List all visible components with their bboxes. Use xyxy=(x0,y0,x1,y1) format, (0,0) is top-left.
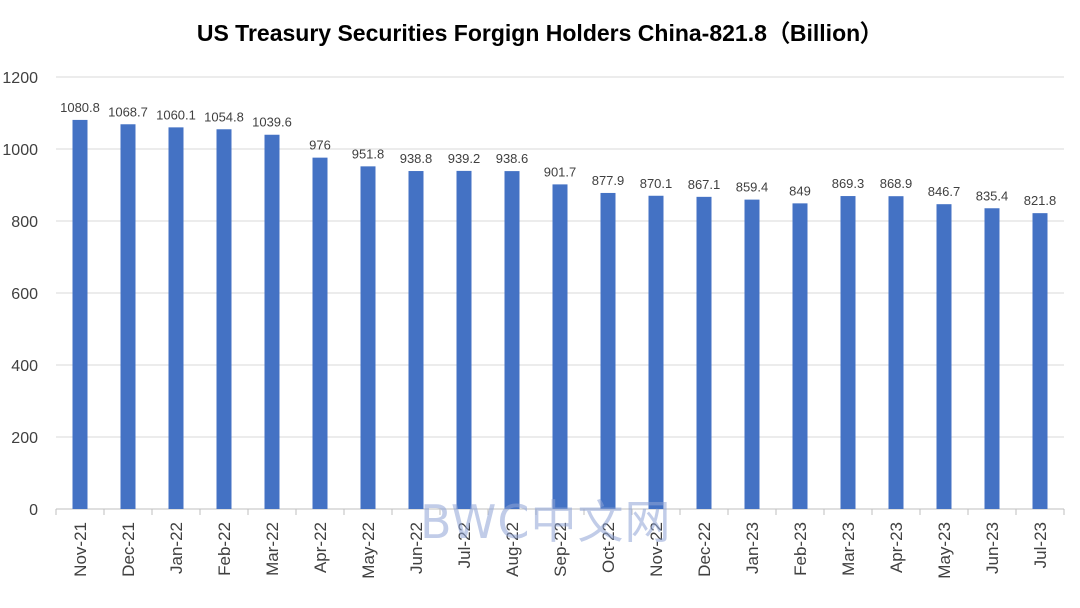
x-tick-label: Nov-21 xyxy=(71,522,90,577)
y-tick-label: 200 xyxy=(11,430,38,447)
x-tick-label: Jul-22 xyxy=(455,522,474,568)
x-tick-label: Apr-23 xyxy=(887,522,906,573)
data-label: 938.6 xyxy=(496,151,529,166)
data-label: 859.4 xyxy=(736,180,769,195)
bar xyxy=(72,119,88,510)
x-tick-label: Jan-22 xyxy=(167,522,186,574)
bar xyxy=(264,134,280,509)
x-tick-label: Feb-22 xyxy=(215,522,234,576)
y-tick-label: 1200 xyxy=(2,70,38,87)
bar xyxy=(648,195,664,509)
bar xyxy=(312,157,328,509)
x-tick-label: Feb-23 xyxy=(791,522,810,576)
data-label: 868.9 xyxy=(880,176,913,191)
bar xyxy=(1032,213,1048,510)
data-label: 821.8 xyxy=(1024,193,1057,208)
bar xyxy=(552,184,568,509)
x-tick-label: Jun-22 xyxy=(407,522,426,574)
x-tick-label: Jan-23 xyxy=(743,522,762,574)
data-label: 877.9 xyxy=(592,173,625,188)
bar xyxy=(936,204,952,510)
data-label: 951.8 xyxy=(352,146,385,161)
data-label: 1060.1 xyxy=(156,107,196,122)
bar xyxy=(696,196,712,509)
x-tick-label: Dec-21 xyxy=(119,522,138,577)
data-label: 835.4 xyxy=(976,188,1009,203)
x-tick-label: Jul-23 xyxy=(1031,522,1050,568)
y-tick-label: 1000 xyxy=(2,142,38,159)
data-label: 867.1 xyxy=(688,177,721,192)
data-label: 1054.8 xyxy=(204,109,244,124)
watermark: BWC中文网 xyxy=(420,495,672,549)
x-tick-label: Jun-23 xyxy=(983,522,1002,574)
data-label: 1068.7 xyxy=(108,104,148,119)
bar xyxy=(360,166,376,510)
x-tick-label: Dec-22 xyxy=(695,522,714,577)
data-label: 869.3 xyxy=(832,176,865,191)
x-tick-label: Sep-22 xyxy=(551,522,570,577)
y-tick-label: 600 xyxy=(11,286,38,303)
x-tick-label: Oct-22 xyxy=(599,522,618,573)
bar xyxy=(456,170,472,509)
bar xyxy=(168,127,184,509)
bar xyxy=(744,199,760,509)
bar xyxy=(408,171,424,510)
y-tick-label: 800 xyxy=(11,214,38,231)
data-label: 1080.8 xyxy=(60,100,100,115)
bar xyxy=(504,171,520,509)
chart-title: US Treasury Securities Forgign Holders C… xyxy=(196,20,884,46)
bar xyxy=(600,192,616,509)
x-tick-label: May-23 xyxy=(935,522,954,579)
data-label: 846.7 xyxy=(928,184,961,199)
data-label: 849 xyxy=(789,183,811,198)
x-tick-label: Apr-22 xyxy=(311,522,330,573)
data-label: 976 xyxy=(309,138,331,153)
data-label: 938.8 xyxy=(400,151,433,166)
data-label: 1039.6 xyxy=(252,115,292,130)
x-tick-label: Aug-22 xyxy=(503,522,522,577)
data-label: 870.1 xyxy=(640,176,673,191)
y-tick-label: 0 xyxy=(29,502,38,519)
bar xyxy=(120,124,136,509)
bar xyxy=(792,203,808,510)
bar xyxy=(216,129,232,509)
x-tick-label: May-22 xyxy=(359,522,378,579)
x-tick-label: Mar-23 xyxy=(839,522,858,576)
bar xyxy=(840,196,856,509)
data-label: 939.2 xyxy=(448,151,481,166)
y-tick-label: 400 xyxy=(11,358,38,375)
bar xyxy=(984,208,1000,510)
x-tick-label: Mar-22 xyxy=(263,522,282,576)
data-label: 901.7 xyxy=(544,164,577,179)
x-tick-label: Nov-22 xyxy=(647,522,666,577)
bar xyxy=(888,196,904,510)
